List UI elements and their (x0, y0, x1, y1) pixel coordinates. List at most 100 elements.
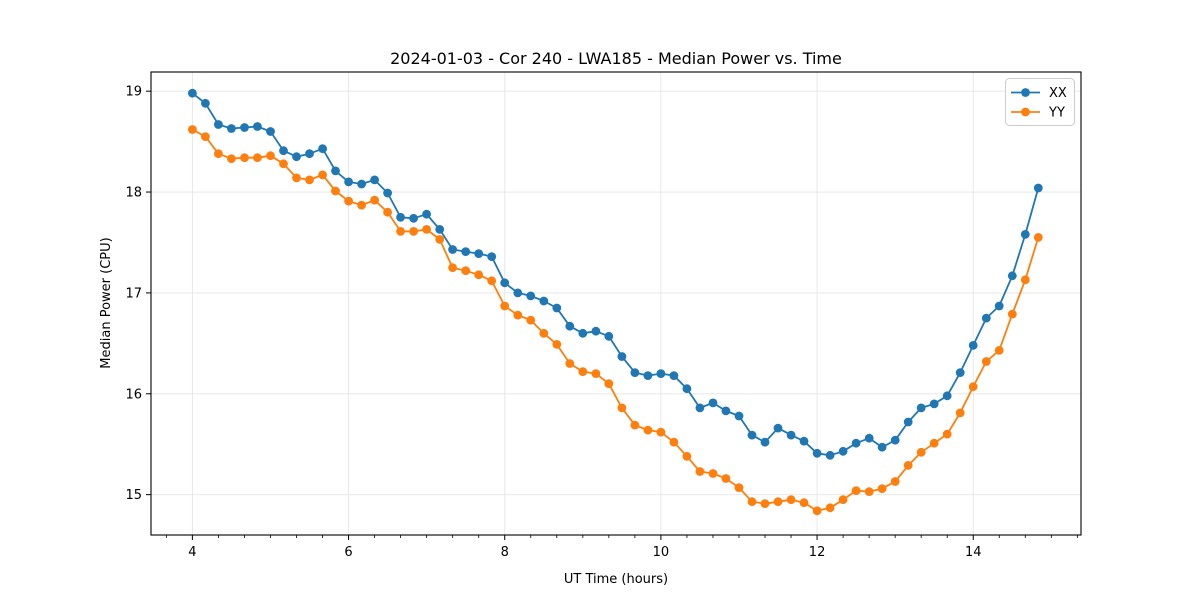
data-point-marker (435, 235, 445, 244)
data-point-marker (370, 175, 379, 185)
data-point-marker (604, 331, 614, 341)
data-point-marker (851, 438, 861, 448)
series-yy (188, 125, 1043, 516)
data-point-marker (539, 296, 549, 306)
y-tick-label: 17 (125, 286, 142, 301)
data-point-marker (799, 436, 809, 446)
data-point-marker (240, 153, 249, 163)
data-point-marker (825, 503, 835, 513)
data-point-marker (903, 417, 913, 427)
data-point-marker (487, 252, 497, 261)
x-tick-label: 10 (653, 545, 670, 560)
data-point-marker (422, 209, 431, 219)
data-point-marker (461, 247, 471, 256)
data-point-marker (955, 408, 965, 418)
data-point-marker (630, 420, 640, 430)
data-point-marker (786, 495, 796, 505)
data-point-marker (877, 484, 887, 493)
data-point-marker (630, 368, 640, 377)
data-point-marker (773, 497, 783, 507)
data-point-marker (643, 425, 653, 435)
data-point-marker (812, 448, 822, 458)
data-point-marker (552, 303, 562, 313)
data-point-marker (903, 461, 913, 470)
data-point-marker (474, 270, 484, 280)
data-point-marker (396, 227, 405, 236)
data-point-marker (1020, 230, 1030, 239)
data-point-marker (799, 498, 809, 508)
data-point-marker (357, 200, 366, 210)
data-point-marker (682, 451, 692, 461)
data-point-marker (942, 391, 952, 401)
data-point-marker (539, 328, 549, 338)
x-tick-label: 6 (344, 545, 352, 560)
data-point-marker (305, 149, 314, 159)
data-point-marker (552, 340, 562, 349)
data-point-marker (617, 352, 627, 361)
data-point-marker (500, 301, 510, 311)
data-point-marker (409, 227, 418, 236)
data-point-marker (760, 499, 770, 509)
data-point-marker (201, 98, 210, 108)
data-point-marker (890, 435, 900, 445)
data-point-marker (461, 266, 471, 276)
data-point-marker (487, 276, 497, 286)
data-point-marker (513, 288, 523, 298)
data-point-marker (201, 132, 210, 142)
y-tick-label: 19 (125, 85, 142, 100)
data-point-marker (188, 88, 197, 98)
data-point-marker (929, 438, 939, 448)
data-point-marker (370, 195, 379, 205)
data-point-marker (227, 154, 236, 164)
data-point-marker (695, 467, 705, 476)
data-point-marker (500, 278, 510, 288)
y-axis-label: Median Power (CPU) (99, 237, 114, 368)
data-point-marker (643, 371, 653, 380)
data-point-marker (305, 175, 314, 185)
data-point-marker (955, 368, 965, 377)
data-point-marker (409, 213, 418, 223)
data-point-marker (656, 427, 666, 437)
data-point-marker (331, 186, 340, 196)
data-point-marker (1033, 233, 1043, 242)
data-point-marker (656, 369, 666, 378)
data-point-marker (383, 188, 392, 198)
data-point-marker (734, 483, 744, 492)
data-point-marker (318, 144, 327, 154)
data-point-marker (253, 153, 262, 163)
data-point-marker (747, 497, 757, 507)
data-point-marker (331, 166, 340, 176)
data-point-marker (604, 379, 614, 389)
data-point-marker (669, 437, 679, 447)
legend-label: XX (1049, 86, 1067, 101)
data-point-marker (968, 341, 978, 350)
data-point-marker (851, 486, 861, 495)
data-point-marker (1007, 271, 1017, 281)
x-tick-label: 4 (188, 545, 196, 560)
data-point-marker (916, 403, 926, 413)
data-point-marker (565, 359, 575, 368)
x-tick-label: 8 (501, 545, 509, 560)
data-point-marker (318, 170, 327, 180)
data-point-marker (994, 346, 1004, 355)
data-point-marker (786, 430, 796, 440)
data-point-marker (383, 207, 392, 217)
data-point-marker (565, 321, 575, 331)
data-point-marker (292, 152, 301, 162)
data-point-marker (253, 122, 262, 131)
data-point-marker (591, 369, 601, 378)
data-point-marker (526, 315, 536, 325)
legend: XX YY (1005, 78, 1075, 126)
data-point-marker (721, 406, 731, 416)
data-point-marker (838, 446, 848, 456)
data-point-marker (916, 447, 926, 457)
data-point-marker (448, 263, 457, 273)
data-point-marker (1033, 183, 1043, 193)
data-point-marker (695, 403, 705, 413)
data-point-marker (266, 151, 275, 161)
data-point-marker (682, 384, 692, 394)
data-point-marker (890, 477, 900, 486)
axis-ticks: 4 6 8 10 12 14 15 16 17 18 19 (125, 85, 1078, 560)
series-xx (188, 88, 1043, 460)
data-point-marker (240, 123, 249, 132)
